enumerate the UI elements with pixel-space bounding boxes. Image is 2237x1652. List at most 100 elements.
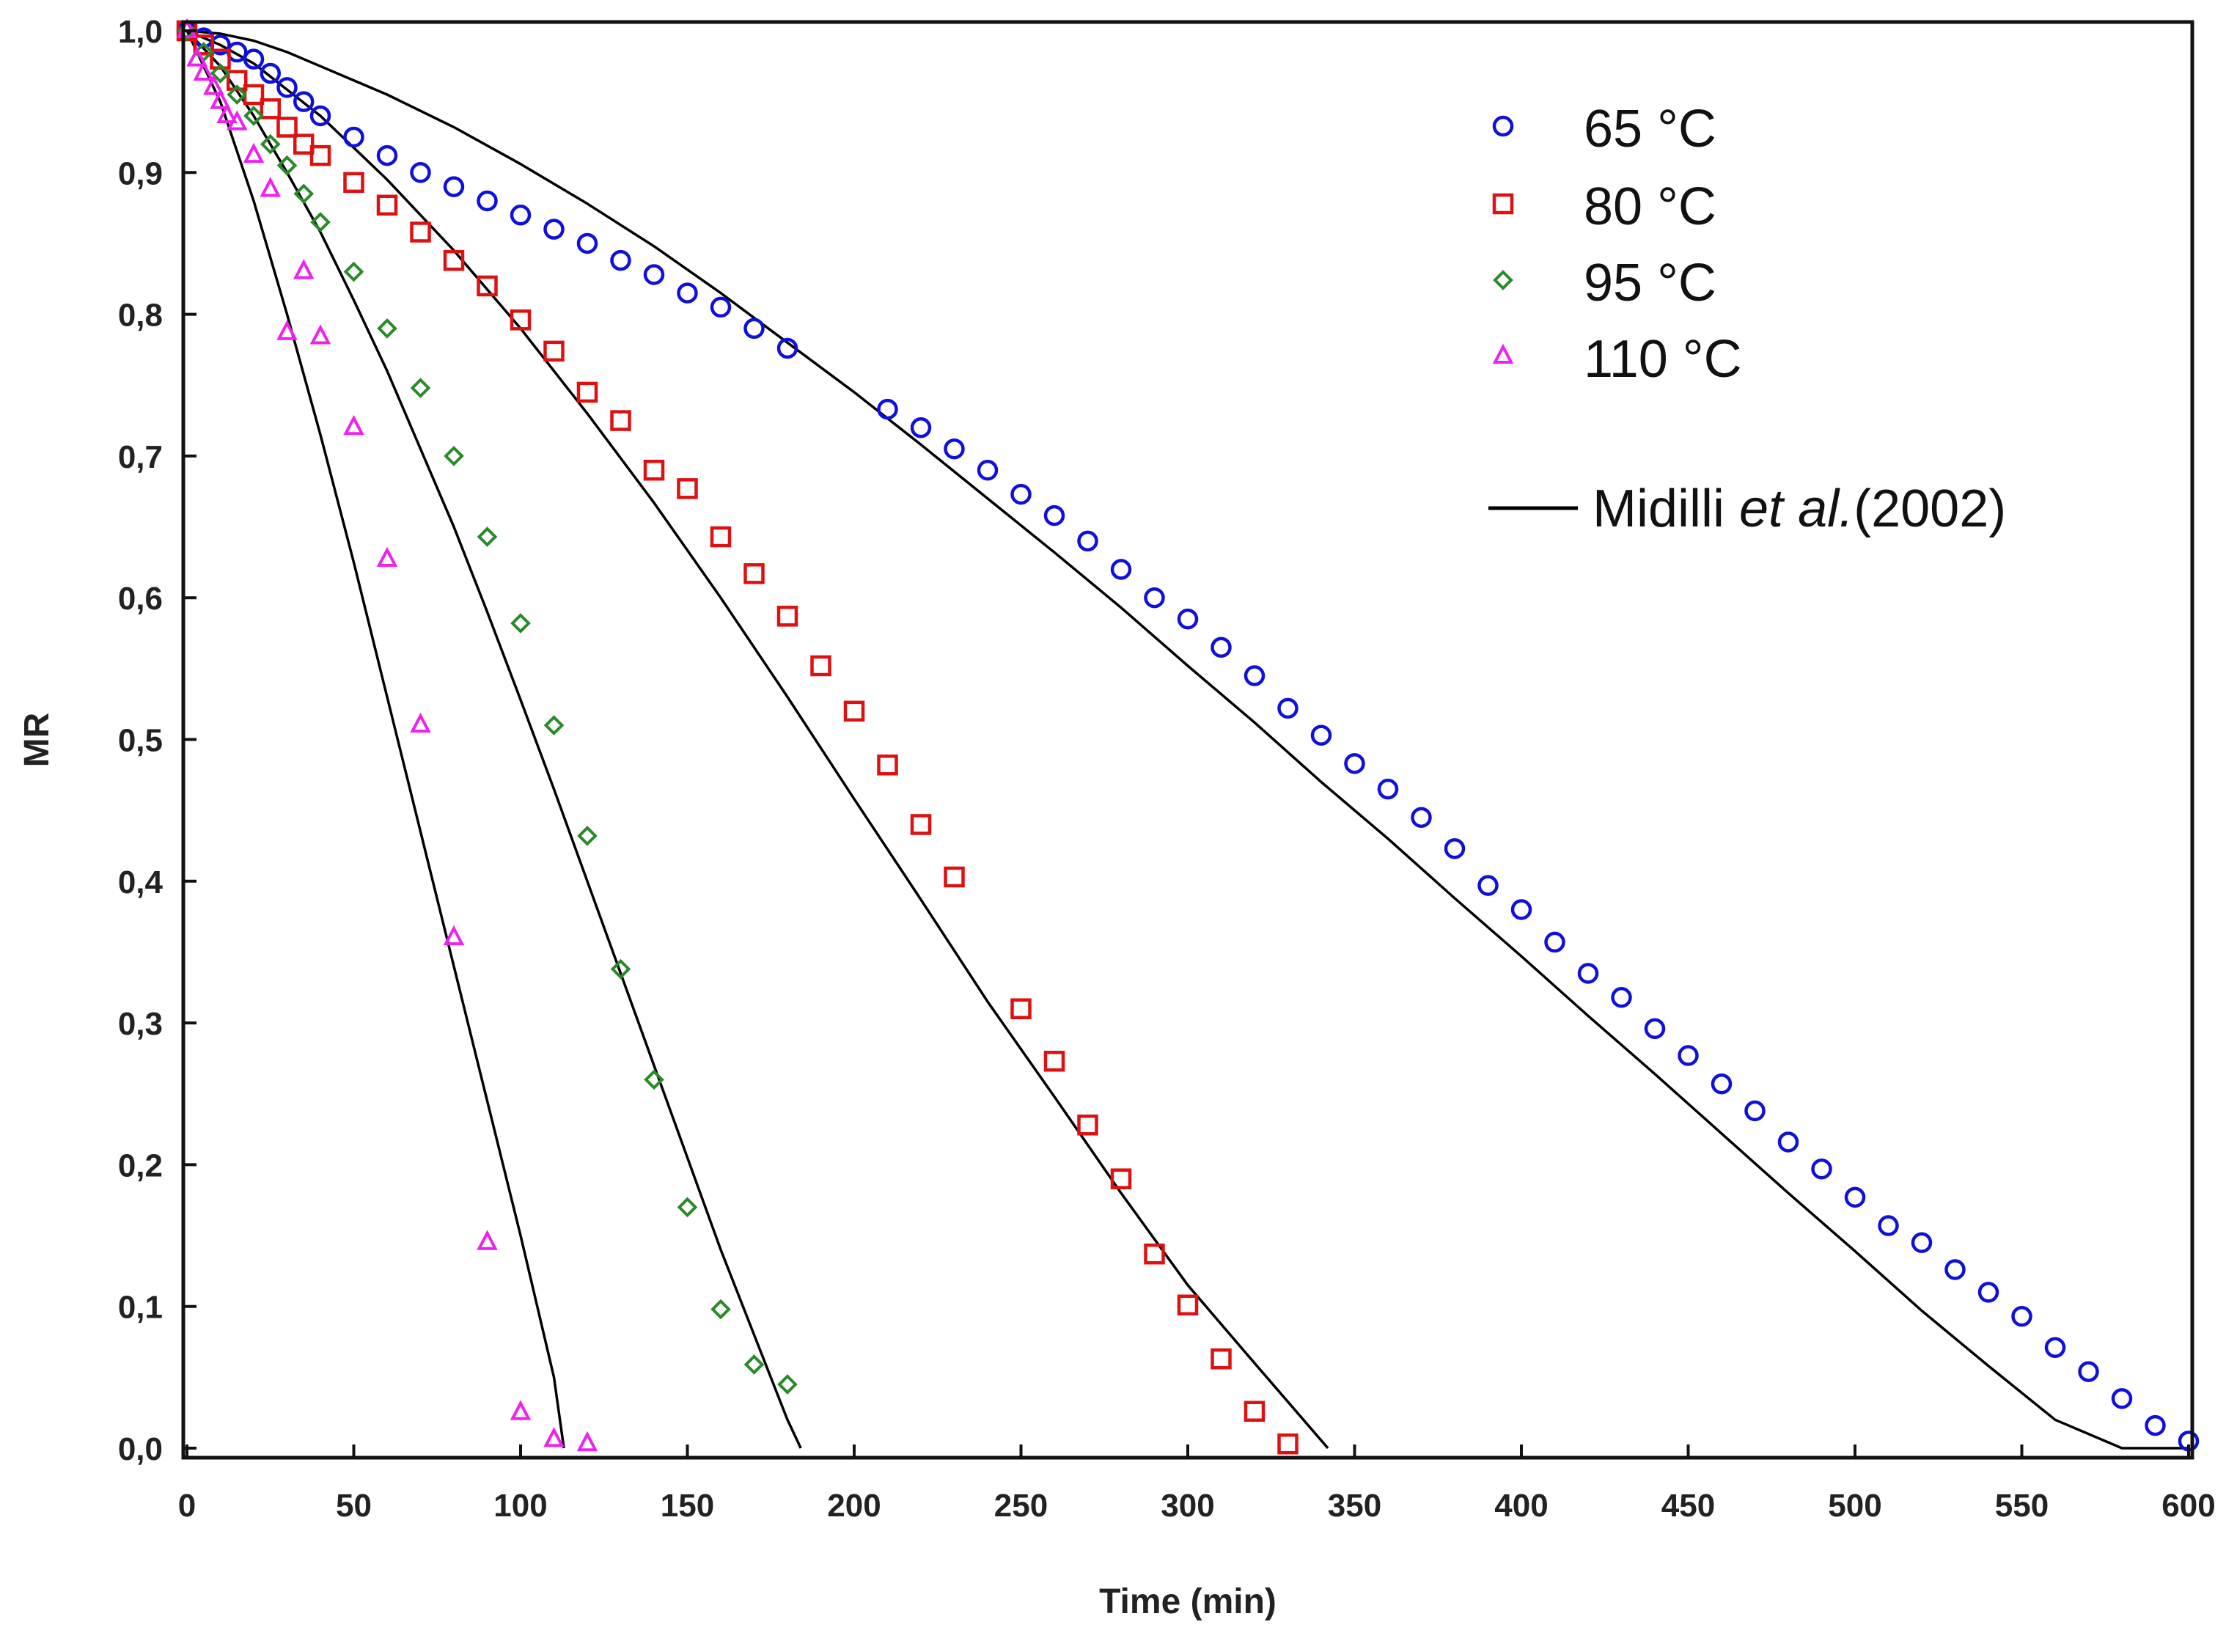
data-point [944, 438, 965, 460]
data-point [877, 755, 898, 776]
y-tick-label: 0,4 [118, 864, 164, 900]
legend-model-italic: et al. [1739, 480, 1854, 538]
data-point [1944, 1259, 1966, 1280]
data-point [1911, 1232, 1933, 1253]
data-point [1144, 587, 1165, 609]
x-tick-label: 150 [661, 1488, 714, 1524]
data-point [2011, 1305, 2032, 1327]
data-point [1644, 1018, 1666, 1040]
model-curve-2 [186, 29, 802, 1449]
y-tick-label: 0,2 [118, 1148, 163, 1183]
data-point [944, 866, 965, 888]
data-point [1010, 998, 1032, 1020]
x-tick-label: 450 [1661, 1488, 1715, 1524]
legend-marker-110 [1492, 343, 1514, 364]
x-tick-label: 0 [178, 1488, 196, 1524]
data-point [543, 1427, 565, 1447]
data-point [193, 60, 215, 81]
data-point [477, 275, 498, 297]
data-point [677, 1197, 698, 1218]
data-point [443, 176, 465, 197]
data-point [477, 1230, 498, 1250]
data-point [186, 46, 207, 67]
data-point [293, 259, 315, 279]
data-point [293, 183, 315, 205]
data-point [343, 126, 364, 148]
data-point [576, 1431, 598, 1452]
data-point [410, 221, 431, 243]
legend-marker-65 [1492, 115, 1514, 137]
data-point [276, 117, 298, 138]
data-point [810, 655, 831, 677]
data-point [577, 826, 598, 846]
data-point [309, 324, 331, 345]
data-point [643, 459, 665, 481]
y-tick-label: 0,8 [118, 298, 163, 334]
x-tick-label: 300 [1161, 1488, 1214, 1524]
legend-label-80: 80 °C [1584, 177, 1716, 236]
data-point [510, 205, 532, 226]
legend-label-110: 110 °C [1584, 330, 1742, 389]
data-point [1310, 724, 1332, 746]
data-point [776, 606, 798, 627]
model-curves [186, 29, 2189, 1450]
data-point [1844, 1186, 1866, 1208]
data-point [310, 212, 331, 232]
data-point [643, 264, 665, 285]
data-point [910, 814, 932, 835]
data-point [510, 613, 531, 634]
data-point [1043, 504, 1065, 526]
data-point [1244, 1400, 1266, 1422]
data-point [1811, 1158, 1832, 1180]
legend-marker-symbol [1493, 270, 1513, 290]
data-point [410, 378, 431, 398]
x-tick-label: 200 [827, 1488, 881, 1524]
data-point [1077, 530, 1098, 552]
data-point [1411, 807, 1432, 829]
data-point [477, 190, 498, 212]
data-point [877, 398, 898, 420]
data-point [243, 106, 264, 126]
data-point [1211, 1348, 1232, 1370]
data-point [1878, 1215, 1899, 1236]
data-point [776, 337, 798, 359]
data-point [777, 1374, 798, 1395]
data-point [576, 232, 598, 254]
data-point [910, 416, 932, 438]
data-point [210, 48, 231, 70]
data-point [1177, 1294, 1199, 1316]
data-point [2044, 1337, 2066, 1359]
legend-marker-symbol [1492, 115, 1514, 137]
data-point [1577, 963, 1599, 984]
data-point [293, 91, 315, 112]
data-point [2111, 1388, 2133, 1409]
legend-model-prefix: Midilli [1593, 480, 1739, 538]
data-point [2078, 1361, 2099, 1382]
data-point [710, 1299, 731, 1320]
x-tick-label: 350 [1328, 1488, 1381, 1524]
data-point [843, 700, 865, 722]
data-point [543, 715, 565, 735]
data-point [260, 62, 281, 84]
data-point [376, 194, 398, 216]
data-point [710, 296, 732, 318]
x-tick-label: 600 [2161, 1488, 2215, 1524]
y-tick-label: 0,9 [118, 155, 163, 191]
data-point [260, 133, 281, 155]
data-point [610, 958, 631, 980]
data-point [743, 317, 765, 339]
data-point [276, 320, 298, 340]
data-point [1277, 1433, 1299, 1455]
data-point [1444, 838, 1466, 859]
data-point [444, 446, 464, 466]
data-point [1043, 1051, 1065, 1072]
data-point [1510, 899, 1532, 920]
data-point [710, 526, 732, 548]
data-point [260, 98, 281, 120]
data-point [1277, 697, 1299, 719]
x-axis-title: Time (min) [1099, 1582, 1277, 1621]
y-tick-label: 0,1 [118, 1290, 163, 1326]
